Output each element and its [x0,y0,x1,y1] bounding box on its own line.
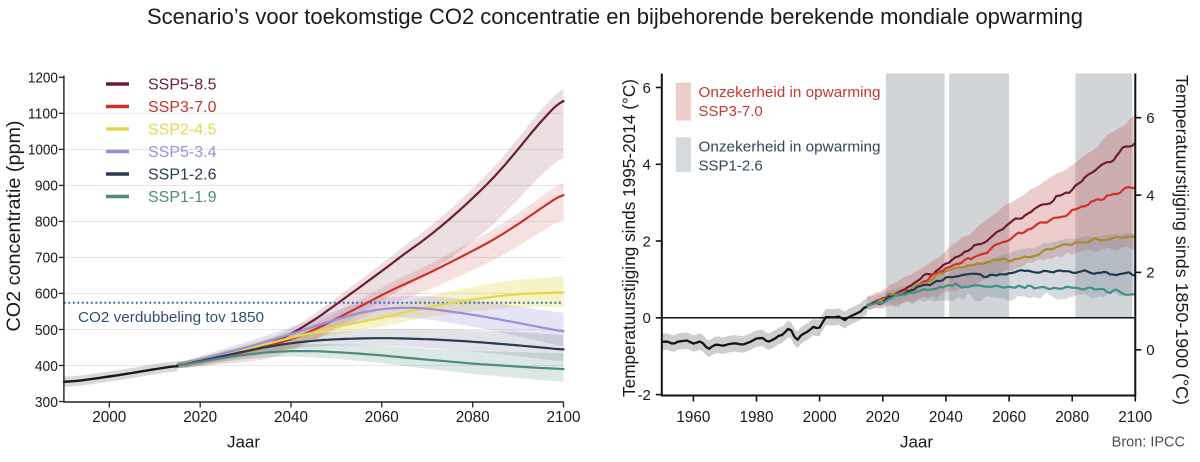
svg-text:2080: 2080 [456,409,490,426]
svg-text:1200: 1200 [28,70,58,87]
svg-text:4: 4 [642,157,650,174]
svg-text:2020: 2020 [183,409,217,426]
svg-text:SSP5-3.4: SSP5-3.4 [148,144,217,161]
svg-text:700: 700 [35,250,58,267]
svg-text:2080: 2080 [1055,409,1089,426]
svg-text:2040: 2040 [929,409,963,426]
svg-text:CO2 verdubbeling tov 1850: CO2 verdubbeling tov 1850 [78,309,264,326]
svg-text:SSP1-1.9: SSP1-1.9 [148,189,217,206]
svg-text:800: 800 [35,214,58,231]
svg-text:SSP2-4.5: SSP2-4.5 [148,122,217,139]
svg-text:0: 0 [642,310,650,327]
svg-text:300: 300 [35,394,58,411]
svg-text:1100: 1100 [28,106,58,123]
svg-text:400: 400 [35,358,58,375]
svg-text:SSP1-2.6: SSP1-2.6 [699,158,763,175]
svg-text:2020: 2020 [866,409,900,426]
svg-text:Bron: IPCC: Bron: IPCC [1112,435,1185,451]
svg-text:Temperatuurstijging sinds 1850: Temperatuurstijging sinds 1850-1900 (°C) [1172,75,1192,405]
svg-text:500: 500 [35,322,58,339]
svg-text:Onzekerheid in opwarming: Onzekerheid in opwarming [699,139,881,156]
svg-text:SSP3-7.0: SSP3-7.0 [699,103,763,120]
svg-text:900: 900 [35,178,58,195]
svg-text:1980: 1980 [740,409,774,426]
svg-text:600: 600 [35,286,58,303]
svg-text:Onzekerheid in opwarming: Onzekerheid in opwarming [699,84,881,101]
svg-text:SSP1-2.6: SSP1-2.6 [148,167,217,184]
svg-text:4: 4 [1146,187,1154,204]
svg-text:-2: -2 [637,387,650,404]
svg-text:CO2 concentratie (ppm): CO2 concentratie (ppm) [4,121,25,332]
svg-text:2100: 2100 [1118,409,1152,426]
svg-text:6: 6 [642,80,650,97]
svg-text:1960: 1960 [676,409,710,426]
svg-text:2000: 2000 [92,409,126,426]
svg-text:0: 0 [1146,342,1154,359]
svg-text:SSP3-7.0: SSP3-7.0 [148,99,217,116]
svg-text:Jaar: Jaar [900,433,933,452]
svg-text:2: 2 [642,233,650,250]
svg-text:Jaar: Jaar [227,433,260,452]
svg-text:SSP5-8.5: SSP5-8.5 [148,77,217,94]
svg-text:1000: 1000 [28,142,58,159]
svg-text:Scenario’s voor toekomstige CO: Scenario’s voor toekomstige CO2 concentr… [147,4,1083,29]
svg-text:2040: 2040 [274,409,308,426]
svg-text:6: 6 [1146,110,1154,127]
svg-text:Temperatuurstijging sinds 1995: Temperatuurstijging sinds 1995-2014 (°C) [619,79,639,397]
svg-text:2000: 2000 [803,409,837,426]
svg-text:2100: 2100 [547,409,581,426]
svg-text:2060: 2060 [992,409,1026,426]
svg-text:2: 2 [1146,265,1154,282]
svg-text:2060: 2060 [365,409,399,426]
